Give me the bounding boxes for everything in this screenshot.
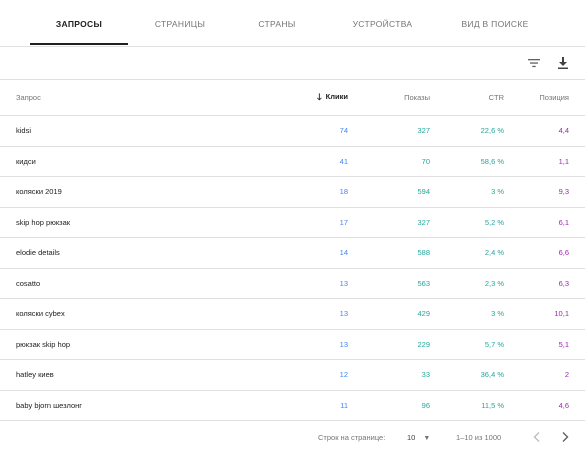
tab-queries[interactable]: ЗАПРОСЫ bbox=[55, 19, 103, 29]
header-clicks-label: Клики bbox=[325, 91, 348, 101]
table-row[interactable]: skip hop рюкзак 17 327 5,2 % 6,1 bbox=[0, 207, 585, 238]
tab-bar: ЗАПРОСЫ СТРАНИЦЫ СТРАНЫ УСТРОЙСТВА ВИД В… bbox=[0, 0, 585, 47]
cell-ctr: 2,3 % bbox=[430, 268, 504, 299]
page-range: 1–10 из 1000 bbox=[456, 433, 502, 442]
chevron-right-icon bbox=[562, 432, 569, 442]
cell-shows: 588 bbox=[348, 237, 430, 269]
cell-clicks: 12 bbox=[256, 359, 348, 391]
cell-shows: 96 bbox=[348, 390, 430, 421]
cell-shows: 594 bbox=[348, 176, 430, 208]
filter-button[interactable] bbox=[525, 54, 543, 72]
header-shows[interactable]: Показы bbox=[348, 80, 430, 116]
cell-shows: 229 bbox=[348, 329, 430, 360]
cell-clicks: 14 bbox=[256, 237, 348, 269]
tab-search-appearance[interactable]: ВИД В ПОИСКЕ bbox=[461, 19, 529, 29]
cell-shows: 429 bbox=[348, 298, 430, 330]
cell-shows: 327 bbox=[348, 115, 430, 147]
cell-ctr: 3 % bbox=[430, 298, 504, 330]
cell-clicks: 41 bbox=[256, 146, 348, 177]
cell-clicks: 13 bbox=[256, 298, 348, 330]
arrow-down-icon: 🡓 bbox=[316, 91, 322, 102]
cell-query: cosatto bbox=[0, 268, 256, 299]
tab-devices[interactable]: УСТРОЙСТВА bbox=[352, 19, 413, 29]
cell-clicks: 17 bbox=[256, 207, 348, 238]
pagination: Строк на странице: 10 ▼ 1–10 из 1000 bbox=[0, 426, 585, 452]
header-position[interactable]: Позиция bbox=[504, 80, 585, 116]
header-query[interactable]: Запрос bbox=[0, 80, 256, 116]
cell-query: kidsi bbox=[0, 115, 256, 147]
cell-position: 2 bbox=[504, 359, 585, 391]
cell-shows: 327 bbox=[348, 207, 430, 238]
cell-ctr: 11,5 % bbox=[430, 390, 504, 421]
table-row[interactable]: baby bjorn шезлонг 11 96 11,5 % 4,6 bbox=[0, 390, 585, 421]
table-row[interactable]: кидси 41 70 58,6 % 1,1 bbox=[0, 146, 585, 177]
download-icon bbox=[558, 57, 568, 69]
cell-shows: 563 bbox=[348, 268, 430, 299]
header-ctr[interactable]: CTR bbox=[430, 80, 504, 116]
cell-query: baby bjorn шезлонг bbox=[0, 390, 256, 421]
cell-clicks: 18 bbox=[256, 176, 348, 208]
cell-position: 10,1 bbox=[504, 298, 585, 330]
cell-position: 6,3 bbox=[504, 268, 585, 299]
rows-per-page-label: Строк на странице: bbox=[318, 433, 386, 442]
cell-clicks: 13 bbox=[256, 268, 348, 299]
table-row[interactable]: коляски cybex 13 429 3 % 10,1 bbox=[0, 298, 585, 330]
cell-ctr: 58,6 % bbox=[430, 146, 504, 177]
table-row[interactable]: cosatto 13 563 2,3 % 6,3 bbox=[0, 268, 585, 299]
cell-query: кидси bbox=[0, 146, 256, 177]
table-toolbar bbox=[0, 46, 585, 80]
cell-clicks: 11 bbox=[256, 390, 348, 421]
cell-ctr: 22,6 % bbox=[430, 115, 504, 147]
table-row[interactable]: kidsi 74 327 22,6 % 4,4 bbox=[0, 115, 585, 147]
cell-position: 4,6 bbox=[504, 390, 585, 421]
cell-shows: 70 bbox=[348, 146, 430, 177]
cell-ctr: 36,4 % bbox=[430, 359, 504, 391]
header-clicks[interactable]: 🡓 Клики bbox=[256, 80, 348, 116]
dropdown-arrow-icon: ▼ bbox=[423, 435, 431, 442]
cell-query: elodie details bbox=[0, 237, 256, 269]
queries-table: Запрос 🡓 Клики Показы CTR Позиция kidsi 7… bbox=[0, 80, 585, 421]
cell-ctr: 3 % bbox=[430, 176, 504, 208]
cell-position: 6,1 bbox=[504, 207, 585, 238]
cell-position: 1,1 bbox=[504, 146, 585, 177]
table-row[interactable]: hatley киев 12 33 36,4 % 2 bbox=[0, 359, 585, 391]
filter-icon bbox=[528, 59, 540, 68]
cell-shows: 33 bbox=[348, 359, 430, 391]
chevron-left-icon bbox=[533, 432, 540, 442]
table-row[interactable]: рюкзак skip hop 13 229 5,7 % 5,1 bbox=[0, 329, 585, 360]
table-header-row: Запрос 🡓 Клики Показы CTR Позиция bbox=[0, 80, 585, 116]
cell-position: 6,6 bbox=[504, 237, 585, 269]
table-row[interactable]: коляски 2019 18 594 3 % 9,3 bbox=[0, 176, 585, 208]
prev-page-button[interactable] bbox=[529, 429, 545, 445]
cell-ctr: 5,7 % bbox=[430, 329, 504, 360]
cell-ctr: 5,2 % bbox=[430, 207, 504, 238]
cell-query: skip hop рюкзак bbox=[0, 207, 256, 238]
table-row[interactable]: elodie details 14 588 2,4 % 6,6 bbox=[0, 237, 585, 269]
tab-pages[interactable]: СТРАНИЦЫ bbox=[154, 19, 206, 29]
active-tab-indicator bbox=[30, 43, 128, 45]
tab-countries[interactable]: СТРАНЫ bbox=[258, 19, 296, 29]
cell-query: hatley киев bbox=[0, 359, 256, 391]
cell-position: 9,3 bbox=[504, 176, 585, 208]
download-button[interactable] bbox=[554, 54, 572, 72]
cell-clicks: 74 bbox=[256, 115, 348, 147]
cell-query: коляски 2019 bbox=[0, 176, 256, 208]
rows-per-page-value: 10 bbox=[407, 433, 416, 442]
cell-position: 5,1 bbox=[504, 329, 585, 360]
cell-query: рюкзак skip hop bbox=[0, 329, 256, 360]
cell-clicks: 13 bbox=[256, 329, 348, 360]
cell-ctr: 2,4 % bbox=[430, 237, 504, 269]
next-page-button[interactable] bbox=[557, 429, 573, 445]
cell-query: коляски cybex bbox=[0, 298, 256, 330]
cell-position: 4,4 bbox=[504, 115, 585, 147]
rows-per-page-select[interactable]: 10 ▼ bbox=[407, 433, 430, 442]
